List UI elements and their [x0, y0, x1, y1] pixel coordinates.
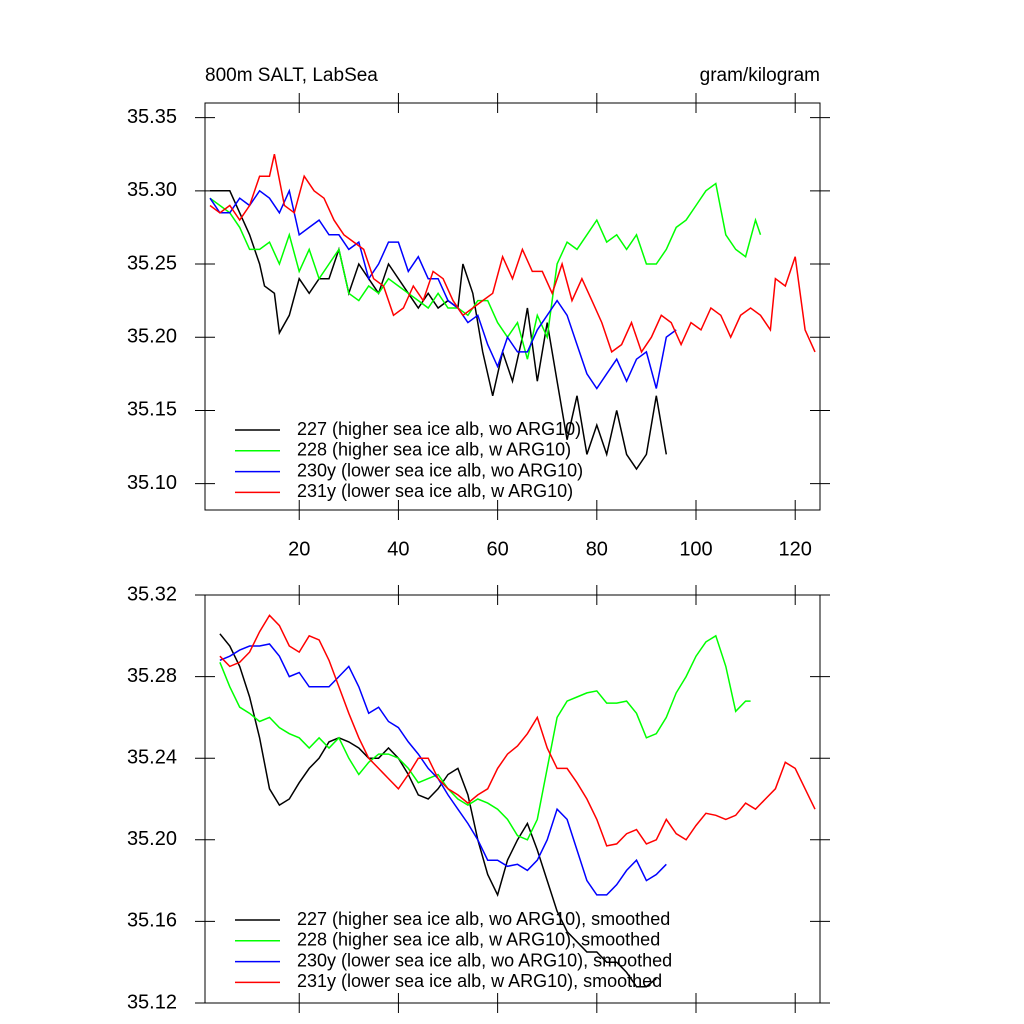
x-tick-label: 20 [288, 538, 310, 560]
legend-label: 231y (lower sea ice alb, w ARG10), smoot… [297, 971, 662, 991]
y-tick-label: 35.16 [127, 910, 177, 932]
y-tick-label: 35.20 [127, 326, 177, 348]
y-tick-label: 35.25 [127, 252, 177, 274]
series-line [219, 634, 751, 841]
y-tick-label: 35.12 [127, 991, 177, 1013]
series-line [210, 190, 668, 471]
y-tick-label: 35.35 [127, 106, 177, 128]
units-label: gram/kilogram [700, 65, 820, 86]
chart-title: 800m SALT, LabSea [205, 65, 378, 86]
series-line [209, 182, 762, 360]
series-line [219, 633, 657, 988]
y-tick-label: 35.15 [127, 399, 177, 421]
y-tick-label: 35.24 [127, 746, 177, 768]
legend-label: 227 (higher sea ice alb, wo ARG10) [297, 419, 581, 439]
y-tick-label: 35.30 [127, 179, 177, 201]
legend-label: 230y (lower sea ice alb, wo ARG10) [297, 460, 583, 480]
legend-label: 228 (higher sea ice alb, w ARG10), smoot… [297, 930, 660, 950]
series-line [219, 643, 667, 896]
series-line [209, 154, 816, 354]
plot-frame [204, 594, 821, 1004]
series-line [219, 614, 816, 847]
series-line [209, 188, 677, 390]
x-tick-label: 80 [586, 538, 608, 560]
legend-label: 230y (lower sea ice alb, wo ARG10), smoo… [297, 950, 672, 970]
x-tick-label: 60 [486, 538, 508, 560]
legend-label: 228 (higher sea ice alb, w ARG10) [297, 440, 571, 460]
x-tick-label: 40 [387, 538, 409, 560]
y-tick-label: 35.32 [127, 583, 177, 605]
plot-frame [204, 102, 821, 511]
y-tick-label: 35.28 [127, 665, 177, 687]
x-tick-label: 100 [679, 538, 712, 560]
y-tick-label: 35.10 [127, 472, 177, 494]
x-tick-label: 120 [779, 538, 812, 560]
legend-label: 231y (lower sea ice alb, w ARG10) [297, 481, 573, 501]
y-tick-label: 35.20 [127, 828, 177, 850]
legend-label: 227 (higher sea ice alb, wo ARG10), smoo… [297, 909, 670, 929]
